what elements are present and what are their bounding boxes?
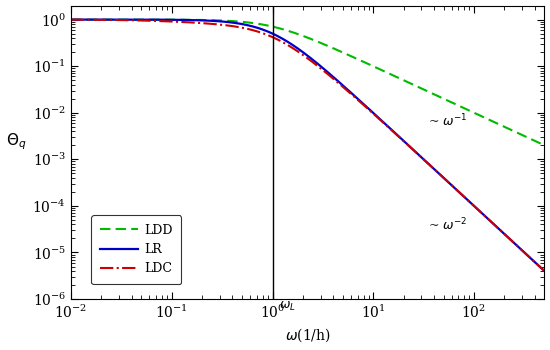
LDC (150, 19, 156, 23)
LDC (270, 35, 277, 40)
X-axis label: $\omega$(1/h): $\omega$(1/h) (285, 327, 331, 344)
Y-axis label: $\Theta_q$: $\Theta_q$ (6, 132, 26, 152)
LDD (270, 25, 277, 29)
LDC (122, 18, 128, 22)
Text: $\omega_L$: $\omega_L$ (279, 300, 295, 313)
LDD (68, 18, 74, 22)
Line: LDD: LDD (71, 20, 544, 145)
LDC (541, 269, 548, 273)
LDD (150, 18, 156, 22)
LR (122, 18, 128, 22)
LDD (541, 143, 548, 147)
Text: ~ $\omega^{-2}$: ~ $\omega^{-2}$ (428, 217, 468, 233)
Legend: LDD, LR, LDC: LDD, LR, LDC (91, 215, 181, 284)
LDC (249, 28, 256, 32)
LR (481, 213, 487, 217)
Line: LR: LR (71, 20, 544, 271)
LR (541, 269, 548, 273)
LDC (481, 213, 487, 217)
Text: ~ $\omega^{-1}$: ~ $\omega^{-1}$ (428, 113, 468, 130)
LDD (249, 21, 256, 25)
Line: LDC: LDC (71, 20, 544, 271)
LDD (481, 115, 487, 119)
LR (532, 260, 538, 265)
LR (270, 32, 277, 36)
LDC (532, 260, 538, 265)
LR (249, 24, 256, 28)
LDD (122, 18, 128, 22)
LDC (68, 18, 74, 22)
LR (68, 18, 74, 22)
LDD (532, 139, 538, 143)
LR (150, 18, 156, 22)
